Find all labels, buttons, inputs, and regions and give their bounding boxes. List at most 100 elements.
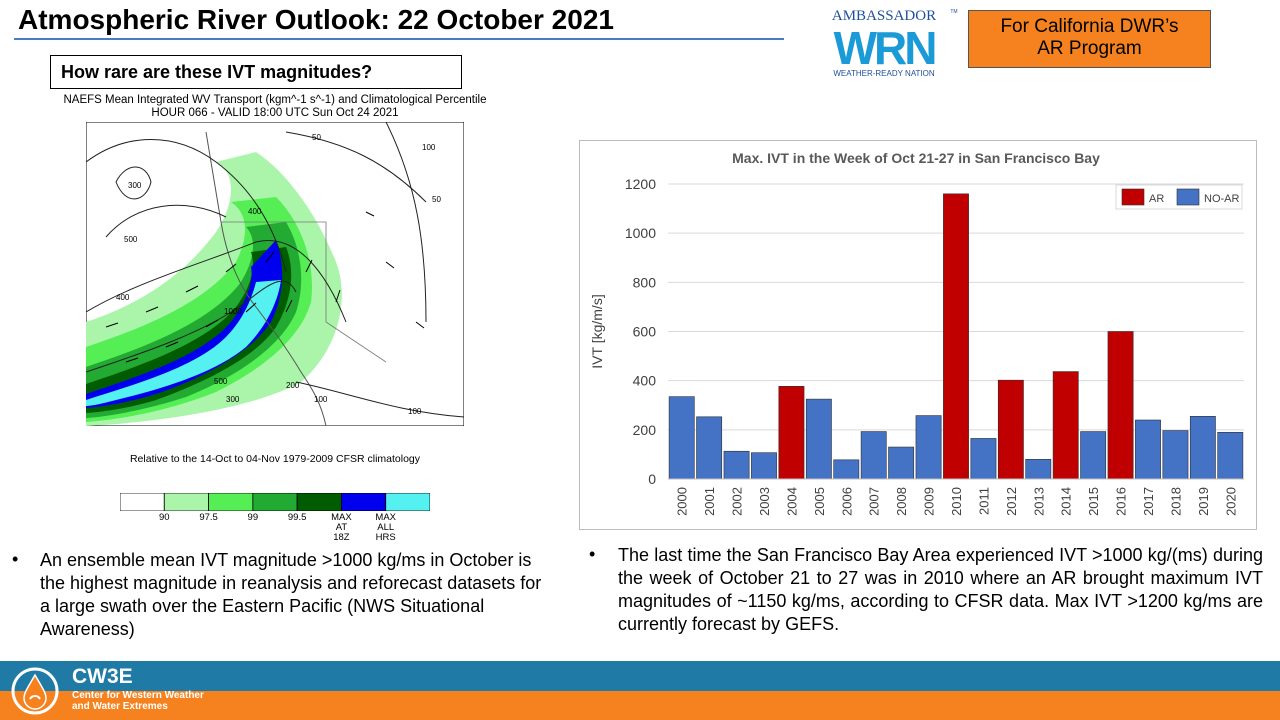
bar-2008 bbox=[888, 446, 915, 480]
map-header: NAEFS Mean Integrated WV Transport (kgm^… bbox=[20, 94, 530, 120]
contour-label: 300 bbox=[226, 395, 240, 404]
bar-2006 bbox=[833, 459, 860, 480]
x-tick-label: 2013 bbox=[1031, 487, 1046, 516]
logo-bottom-text: WEATHER-READY NATION bbox=[833, 69, 935, 78]
program-line-1: For California DWR’s bbox=[1000, 16, 1179, 37]
y-tick-label: 400 bbox=[633, 373, 657, 389]
ivt-chart-panel: Max. IVT in the Week of Oct 21-27 in San… bbox=[579, 140, 1257, 530]
map-title-line-2: HOUR 066 - VALID 18:00 UTC Sun Oct 24 20… bbox=[151, 107, 399, 119]
map-state-border bbox=[221, 221, 387, 363]
colorbar-label: 90 bbox=[158, 512, 170, 523]
x-tick-label: 2005 bbox=[812, 487, 827, 516]
chart-legend: AR NO-AR bbox=[1115, 184, 1243, 210]
contour-label: 400 bbox=[248, 207, 262, 216]
bar-2012 bbox=[997, 379, 1024, 480]
bar-2003 bbox=[751, 452, 777, 480]
bar-2016 bbox=[1107, 331, 1134, 480]
contour-label: 500 bbox=[214, 377, 228, 386]
question-box: How rare are these IVT magnitudes? bbox=[50, 55, 462, 89]
y-tick-label: 200 bbox=[633, 422, 657, 438]
bar-2013 bbox=[1025, 459, 1052, 480]
ivt-bar-chart: Max. IVT in the Week of Oct 21-27 in San… bbox=[589, 150, 1244, 516]
bar-2014 bbox=[1052, 371, 1079, 480]
contour-label: 50 bbox=[432, 195, 441, 204]
legend-swatch-no-ar bbox=[1176, 188, 1200, 206]
bar-2001 bbox=[696, 416, 723, 480]
cw3e-subtitle: Center for Western Weather and Water Ext… bbox=[72, 690, 204, 712]
footer-band-orange bbox=[0, 691, 1280, 720]
bar-2019 bbox=[1189, 416, 1216, 480]
x-tick-label: 2012 bbox=[1004, 487, 1019, 516]
bar-2011 bbox=[970, 438, 997, 480]
x-tick-label: 2019 bbox=[1196, 487, 1211, 516]
y-tick-label: 800 bbox=[633, 274, 657, 290]
x-tick-label: 2010 bbox=[949, 487, 964, 516]
x-tick-label: 2000 bbox=[675, 487, 690, 516]
colorbar-label: MAX ALL HRS bbox=[375, 512, 396, 543]
bar-2002 bbox=[723, 450, 750, 480]
x-tick-label: 2020 bbox=[1223, 487, 1238, 516]
program-box: For California DWR’s AR Program bbox=[968, 10, 1211, 68]
bullet-dot-right: • bbox=[589, 544, 596, 564]
map-shade-maxall-cyan bbox=[86, 280, 281, 406]
colorbar-label: MAX AT 18Z bbox=[331, 512, 352, 543]
logo-top-text: AMBASSADOR bbox=[832, 8, 936, 24]
ivt-vectors bbox=[105, 211, 425, 363]
x-tick-label: 2011 bbox=[976, 487, 991, 515]
ivt-map: 50 100 300 500 400 1000 500 300 200 100 … bbox=[86, 122, 464, 426]
x-tick-label: 2009 bbox=[922, 487, 937, 516]
colorbar-swatch bbox=[296, 493, 342, 511]
cw3e-logo-icon bbox=[11, 667, 59, 715]
cw3e-name: CW3E bbox=[72, 665, 133, 688]
x-tick-label: 2014 bbox=[1059, 487, 1074, 516]
footer-band-blue bbox=[0, 661, 1280, 691]
legend-label: AR bbox=[1149, 193, 1164, 205]
contour-label: 50 bbox=[312, 133, 321, 142]
x-tick-label: 2004 bbox=[784, 487, 799, 516]
bar-2017 bbox=[1135, 419, 1161, 480]
map-title-line-1: NAEFS Mean Integrated WV Transport (kgm^… bbox=[63, 94, 487, 106]
y-tick-label: 1200 bbox=[625, 176, 656, 192]
x-tick-label: 2001 bbox=[702, 487, 717, 516]
legend-swatch-ar bbox=[1121, 188, 1145, 206]
x-tick-label: 2007 bbox=[867, 487, 882, 516]
map-coastline bbox=[205, 131, 327, 426]
legend-label: NO-AR bbox=[1204, 193, 1240, 205]
y-tick-label: 0 bbox=[648, 471, 656, 487]
map-shade-max18 bbox=[86, 247, 292, 413]
title-divider bbox=[14, 38, 784, 40]
bar-2004 bbox=[778, 386, 805, 480]
x-tick-label: 2008 bbox=[894, 487, 909, 516]
colorbar-swatch bbox=[120, 493, 165, 511]
contour-label: 100 bbox=[422, 143, 436, 152]
colorbar-label: 99.5 bbox=[287, 512, 307, 523]
contour-label: 100 bbox=[408, 407, 422, 416]
bar-2015 bbox=[1080, 431, 1107, 480]
footer: CW3E Center for Western Weather and Wate… bbox=[0, 661, 1280, 720]
y-tick-label: 1000 bbox=[625, 225, 656, 241]
bar-2018 bbox=[1162, 430, 1189, 480]
x-tick-label: 2015 bbox=[1086, 487, 1101, 516]
page-title: Atmospheric River Outlook: 22 October 20… bbox=[18, 4, 614, 35]
colorbar-swatch bbox=[163, 493, 209, 511]
cw3e-subtitle-line-2: and Water Extremes bbox=[72, 701, 168, 712]
contour-label: 1000 bbox=[224, 307, 242, 316]
contour-label: 400 bbox=[116, 293, 130, 302]
contour-label: 100 bbox=[314, 395, 328, 404]
cw3e-subtitle-line-1: Center for Western Weather bbox=[72, 690, 204, 701]
contour-label: 300 bbox=[128, 181, 142, 190]
x-tick-label: 2002 bbox=[730, 487, 745, 516]
bar-2007 bbox=[860, 431, 887, 480]
x-tick-label: 2003 bbox=[757, 487, 772, 516]
bullet-left: An ensemble mean IVT magnitude >1000 kg/… bbox=[40, 550, 542, 639]
x-tick-label: 2018 bbox=[1168, 487, 1183, 516]
bar-2009 bbox=[915, 415, 942, 480]
ambassador-wrn-logo: AMBASSADOR TM WRN WEATHER-READY NATION bbox=[832, 8, 958, 78]
colorbar-label: 97.5 bbox=[199, 512, 218, 523]
colorbar-swatch bbox=[208, 493, 254, 511]
contour-label: 500 bbox=[124, 235, 138, 244]
bar-2000 bbox=[668, 396, 695, 480]
x-tick-label: 2006 bbox=[839, 487, 854, 516]
bullet-right: The last time the San Francisco Bay Area… bbox=[618, 545, 1263, 634]
chart-title: Max. IVT in the Week of Oct 21-27 in San… bbox=[732, 150, 1100, 166]
